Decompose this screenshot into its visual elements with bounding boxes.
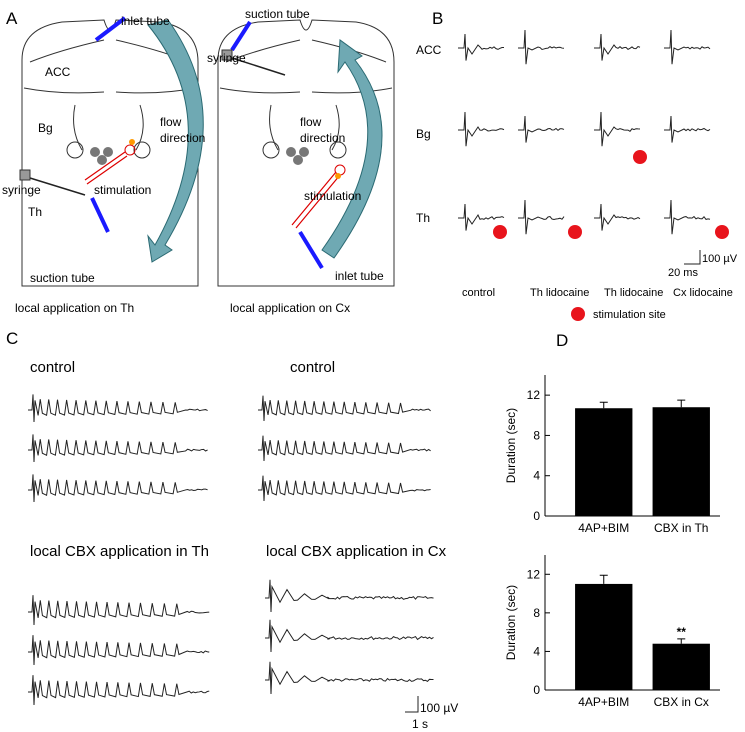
trace <box>594 203 641 231</box>
trace <box>458 111 505 147</box>
diagram-label: flow <box>300 115 322 129</box>
trace <box>28 635 210 666</box>
condition-label: control <box>290 359 335 376</box>
trace <box>664 29 711 65</box>
y-axis-label: Duration (sec) <box>504 408 518 483</box>
panel-label: D <box>556 331 568 350</box>
diagram-label: syringe <box>2 183 41 197</box>
legend-dot <box>571 307 585 321</box>
diagram-label: inlet tube <box>121 14 170 28</box>
trace <box>518 29 565 65</box>
y-tick-label: 8 <box>533 428 540 442</box>
row-label: ACC <box>416 43 442 57</box>
trace <box>664 115 711 143</box>
y-tick-label: 12 <box>527 388 541 402</box>
trace <box>458 33 505 61</box>
trace <box>28 474 208 503</box>
diagram-label: suction tube <box>245 7 310 21</box>
panel-label: A <box>6 9 18 28</box>
trace <box>664 199 711 235</box>
x-tick-label: CBX in Cx <box>654 695 709 709</box>
diagram-label: flow <box>160 115 182 129</box>
bar <box>652 643 710 690</box>
y-tick-label: 0 <box>533 683 540 697</box>
trace <box>594 33 641 61</box>
column-label: control <box>462 287 495 299</box>
diagram-label: stimulation <box>304 189 361 203</box>
panel-label: B <box>432 9 443 28</box>
trace <box>28 595 210 626</box>
diagram-label: inlet tube <box>335 269 384 283</box>
stimulation-dot <box>715 225 729 239</box>
scale-label: 1 s <box>412 717 428 731</box>
x-tick-label: CBX in Th <box>654 521 708 535</box>
bar <box>575 583 633 690</box>
condition-label: control <box>30 359 75 376</box>
scale-label: 100 µV <box>420 701 458 715</box>
caption: local application on Th <box>15 301 134 315</box>
brain-diagram-right: suction tube syringe flow direction stim… <box>207 7 395 315</box>
scale-bar <box>405 696 419 713</box>
error-bar <box>677 399 686 408</box>
error-bar <box>599 401 608 409</box>
legend-label: stimulation site <box>593 309 666 321</box>
diagram-label: direction <box>300 131 345 145</box>
trace <box>265 619 434 653</box>
caption: local application on Cx <box>230 301 350 315</box>
panel-label: C <box>6 329 18 348</box>
trace <box>258 435 431 462</box>
error-bar <box>599 574 608 584</box>
diagram-label: suction tube <box>30 271 95 285</box>
stimulation-dot <box>493 225 507 239</box>
error-bar <box>677 638 686 644</box>
column-label: Cx lidocaine <box>673 287 733 299</box>
trace <box>518 115 565 143</box>
brain-diagram-left: inlet tube ACC Bg flow direction syringe… <box>2 14 205 315</box>
x-tick-label: 4AP+BIM <box>578 521 629 535</box>
y-axis-label: Duration (sec) <box>504 585 518 660</box>
column-label: Th lidocaine <box>604 287 663 299</box>
annotation: ** <box>677 625 687 639</box>
row-label: Th <box>416 211 430 225</box>
condition-label: local CBX application in Th <box>30 543 209 560</box>
diagram-label: stimulation <box>94 183 151 197</box>
trace <box>594 111 641 147</box>
trace <box>518 199 565 235</box>
scale-label: 20 ms <box>668 267 698 279</box>
bar <box>652 407 710 516</box>
diagram-label: Th <box>28 205 42 219</box>
trace <box>265 579 434 613</box>
diagram-label: Bg <box>38 121 53 135</box>
y-tick-label: 0 <box>533 509 540 523</box>
trace <box>258 395 431 422</box>
trace <box>28 434 208 463</box>
traces <box>28 29 711 706</box>
trace <box>258 475 431 502</box>
diagram-label: ACC <box>45 65 71 79</box>
bar <box>575 408 633 516</box>
diagram-label: syringe <box>207 51 246 65</box>
scale-label: 100 µV <box>702 253 738 265</box>
y-tick-label: 8 <box>533 606 540 620</box>
trace <box>28 394 208 423</box>
trace <box>265 661 434 695</box>
diagram-label: direction <box>160 131 205 145</box>
scale-bar <box>684 250 701 265</box>
row-label: Bg <box>416 127 431 141</box>
y-tick-label: 12 <box>527 567 541 581</box>
trace <box>28 675 210 706</box>
x-tick-label: 4AP+BIM <box>578 695 629 709</box>
y-tick-label: 4 <box>533 644 540 658</box>
column-label: Th lidocaine <box>530 287 589 299</box>
stimulation-dot <box>633 150 647 164</box>
condition-label: local CBX application in Cx <box>266 543 447 560</box>
stimulation-dot <box>568 225 582 239</box>
y-tick-label: 4 <box>533 469 540 483</box>
trace <box>458 203 505 231</box>
